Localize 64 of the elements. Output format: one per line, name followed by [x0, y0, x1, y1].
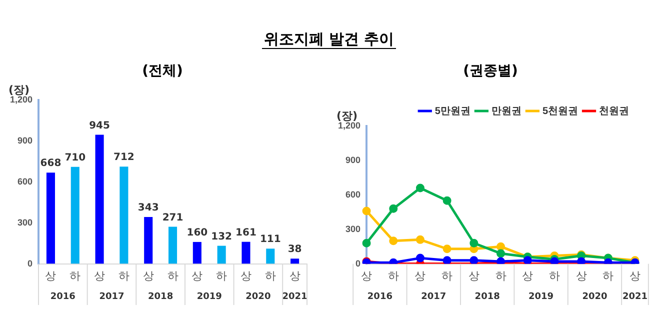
chart-title: (권종별) [462, 62, 519, 81]
text: 2019 [528, 292, 554, 302]
x-tick-label: 상 [522, 270, 534, 282]
data-label: 343 [138, 202, 159, 214]
y-tick-label: 300 [17, 217, 33, 228]
x-tick-label: 하 [167, 270, 178, 282]
data-label: 945 [89, 120, 110, 132]
text: 2017 [421, 292, 446, 302]
x-tick-label: 하 [548, 270, 560, 282]
legend-label: 5천원권 [542, 106, 578, 117]
x-tick-label: 하 [442, 270, 453, 282]
x-tick-label: 하 [388, 270, 399, 282]
x-tick-label: 상 [142, 270, 154, 282]
x-tick-label: 상 [468, 270, 480, 282]
text: 2018 [474, 292, 500, 302]
data-label: 111 [260, 234, 281, 246]
text: 2020 [246, 292, 271, 302]
y-axis-title: (장) [8, 83, 30, 96]
legend-label: 만원권 [491, 106, 522, 117]
text: 2019 [196, 292, 222, 302]
x-tick-label: 하 [216, 270, 228, 282]
x-tick-label: 하 [70, 270, 81, 282]
x-tick-label: 상 [240, 270, 252, 282]
x-tick-label: 하 [264, 270, 276, 282]
x-tick-label: 상 [361, 270, 372, 282]
text: 2018 [148, 292, 174, 302]
chart-title: 위조지폐 발견 추이 [262, 30, 396, 49]
data-label: 161 [236, 227, 256, 238]
legend-label: 천원권 [599, 106, 629, 117]
x-tick-label: 하 [495, 270, 506, 282]
data-label: 132 [211, 231, 232, 242]
x-tick-label: 상 [94, 270, 106, 282]
text: 2020 [582, 292, 608, 302]
y-tick-label: 900 [17, 135, 33, 146]
x-tick-label: 상 [289, 270, 300, 282]
data-label: 710 [64, 152, 86, 164]
x-tick-label: 하 [602, 270, 614, 282]
legend-label: 5만원권 [434, 106, 470, 117]
data-label: 271 [162, 212, 184, 224]
x-tick-label: 상 [576, 270, 587, 282]
text: 2021 [622, 292, 648, 302]
chart-subtitle: (전체) [141, 62, 184, 81]
data-label: 38 [288, 244, 302, 256]
y-tick-label: 0 [28, 258, 33, 268]
text: 2021 [282, 292, 308, 302]
text: 2016 [367, 292, 392, 302]
y-tick-label: 0 [356, 258, 361, 268]
text: 2016 [50, 292, 76, 302]
y-tick-label: 900 [345, 154, 361, 165]
y-tick-label: 600 [345, 189, 361, 200]
x-tick-label: 상 [192, 270, 203, 282]
y-tick-label: 300 [345, 224, 361, 234]
x-tick-label: 상 [45, 270, 56, 282]
y-tick-label: 1,200 [338, 120, 361, 130]
y-tick-label: 600 [17, 176, 33, 186]
data-label: 160 [186, 228, 208, 239]
y-axis-title: (장) [336, 109, 358, 122]
x-tick-label: 하 [118, 270, 130, 282]
data-label: 712 [114, 152, 134, 164]
x-tick-label: 상 [414, 270, 426, 282]
data-label: 668 [40, 158, 62, 170]
text: 2017 [99, 292, 124, 302]
x-tick-label: 상 [630, 270, 640, 282]
y-tick-label: 1,200 [10, 94, 33, 104]
